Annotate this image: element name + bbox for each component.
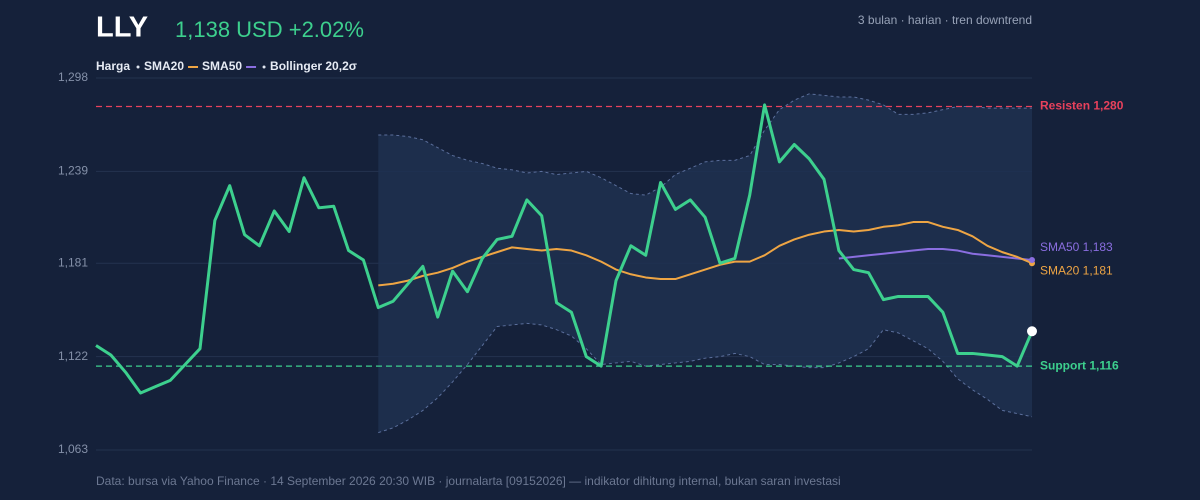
legend-label: SMA50	[202, 59, 242, 73]
ticker: LLY	[96, 12, 148, 44]
legend-label: Bollinger 20,2σ	[270, 59, 357, 73]
end-label: SMA20 1,181	[1040, 263, 1113, 277]
legend-label: Harga	[96, 59, 130, 73]
series-line	[838, 247, 1033, 262]
series-line	[95, 103, 1034, 395]
y-tick-label: 1,181	[58, 255, 88, 269]
last-point	[1027, 326, 1037, 337]
y-tick-label: 1,239	[58, 164, 88, 178]
band-upper	[378, 93, 1032, 196]
footer: Data: bursa via Yahoo Finance · 14 Septe…	[96, 474, 841, 488]
end-label: SMA50 1,183	[1040, 240, 1113, 254]
level-label: Support 1,116	[1040, 358, 1119, 372]
band-lower	[378, 322, 1033, 434]
subtitle: 3 bulan · harian · tren downtrend	[858, 13, 1032, 27]
y-tick-label: 1,298	[58, 70, 88, 84]
level-label: Resisten 1,280	[1040, 99, 1124, 113]
band-fill	[378, 93, 1032, 433]
y-tick-label: 1,122	[58, 349, 88, 363]
legend-label: SMA20	[144, 59, 184, 73]
y-tick-label: 1,063	[58, 442, 88, 456]
series-line	[378, 221, 1033, 287]
legend-separator	[136, 65, 140, 69]
legend-separator	[262, 65, 266, 69]
quote: 1,138 USD +2.02%	[175, 17, 364, 42]
end-point	[1029, 257, 1035, 264]
